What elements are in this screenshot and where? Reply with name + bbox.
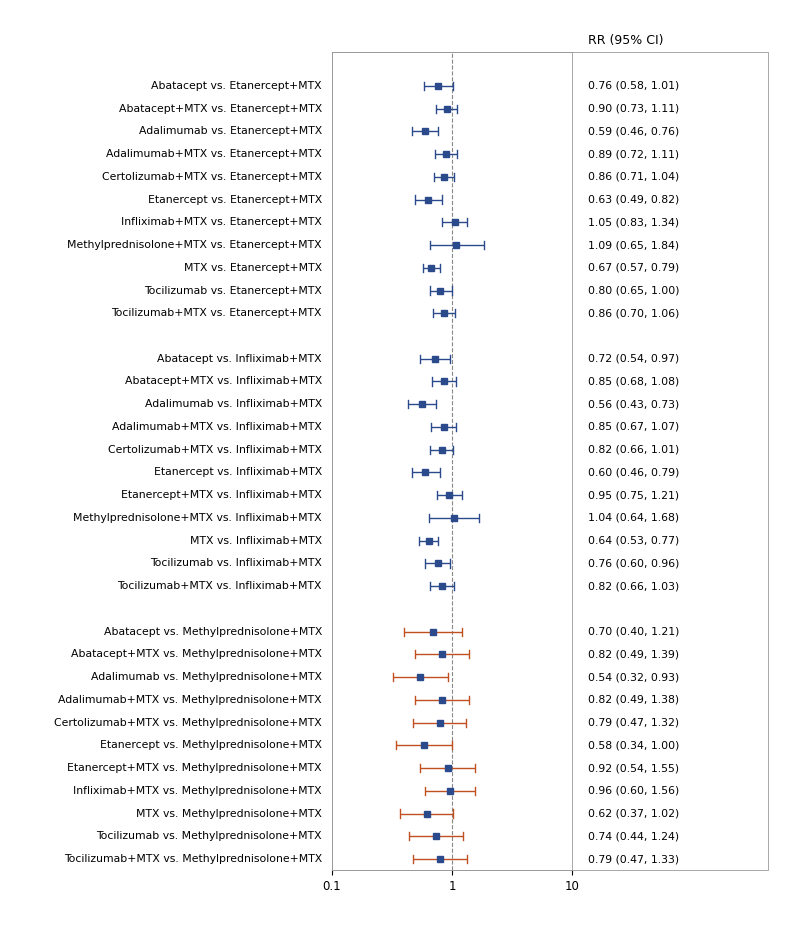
Text: 0.60 (0.46, 0.79): 0.60 (0.46, 0.79) bbox=[588, 468, 679, 477]
Text: 0.96 (0.60, 1.56): 0.96 (0.60, 1.56) bbox=[588, 786, 679, 796]
Text: 0.92 (0.54, 1.55): 0.92 (0.54, 1.55) bbox=[588, 763, 679, 774]
Text: 0.76 (0.60, 0.96): 0.76 (0.60, 0.96) bbox=[588, 558, 679, 568]
Text: 1.04 (0.64, 1.68): 1.04 (0.64, 1.68) bbox=[588, 513, 679, 523]
Text: 0.86 (0.70, 1.06): 0.86 (0.70, 1.06) bbox=[588, 309, 679, 318]
Text: 0.85 (0.68, 1.08): 0.85 (0.68, 1.08) bbox=[588, 376, 679, 387]
Text: Certolizumab+MTX vs. Methylprednisolone+MTX: Certolizumab+MTX vs. Methylprednisolone+… bbox=[54, 718, 322, 727]
Text: Etanercept+MTX vs. Methylprednisolone+MTX: Etanercept+MTX vs. Methylprednisolone+MT… bbox=[67, 763, 322, 774]
Text: 0.89 (0.72, 1.11): 0.89 (0.72, 1.11) bbox=[588, 149, 679, 159]
Text: Methylprednisolone+MTX vs. Etanercept+MTX: Methylprednisolone+MTX vs. Etanercept+MT… bbox=[67, 240, 322, 250]
Text: 0.58 (0.34, 1.00): 0.58 (0.34, 1.00) bbox=[588, 741, 679, 750]
Text: 0.80 (0.65, 1.00): 0.80 (0.65, 1.00) bbox=[588, 285, 679, 295]
Text: 1.09 (0.65, 1.84): 1.09 (0.65, 1.84) bbox=[588, 240, 679, 250]
Text: Infliximab+MTX vs. Etanercept+MTX: Infliximab+MTX vs. Etanercept+MTX bbox=[121, 217, 322, 228]
Text: Adalimumab vs. Infliximab+MTX: Adalimumab vs. Infliximab+MTX bbox=[145, 399, 322, 409]
Text: Tocilizumab+MTX vs. Infliximab+MTX: Tocilizumab+MTX vs. Infliximab+MTX bbox=[118, 582, 322, 591]
Text: Abatacept vs. Etanercept+MTX: Abatacept vs. Etanercept+MTX bbox=[151, 81, 322, 91]
Text: 0.79 (0.47, 1.33): 0.79 (0.47, 1.33) bbox=[588, 854, 679, 864]
Text: Certolizumab+MTX vs. Infliximab+MTX: Certolizumab+MTX vs. Infliximab+MTX bbox=[108, 445, 322, 455]
Text: RR (95% CI): RR (95% CI) bbox=[588, 34, 663, 47]
Text: MTX vs. Methylprednisolone+MTX: MTX vs. Methylprednisolone+MTX bbox=[136, 808, 322, 819]
Text: Adalimumab vs. Methylprednisolone+MTX: Adalimumab vs. Methylprednisolone+MTX bbox=[91, 672, 322, 682]
Text: Tocilizumab vs. Methylprednisolone+MTX: Tocilizumab vs. Methylprednisolone+MTX bbox=[97, 831, 322, 841]
Text: 0.86 (0.71, 1.04): 0.86 (0.71, 1.04) bbox=[588, 172, 679, 182]
Text: Etanercept vs. Infliximab+MTX: Etanercept vs. Infliximab+MTX bbox=[154, 468, 322, 477]
Text: 0.82 (0.66, 1.01): 0.82 (0.66, 1.01) bbox=[588, 445, 679, 455]
Text: Etanercept vs. Etanercept+MTX: Etanercept vs. Etanercept+MTX bbox=[148, 195, 322, 204]
Text: 0.56 (0.43, 0.73): 0.56 (0.43, 0.73) bbox=[588, 399, 679, 409]
Text: 0.70 (0.40, 1.21): 0.70 (0.40, 1.21) bbox=[588, 627, 679, 637]
Text: 0.72 (0.54, 0.97): 0.72 (0.54, 0.97) bbox=[588, 354, 679, 364]
Text: 0.67 (0.57, 0.79): 0.67 (0.57, 0.79) bbox=[588, 263, 679, 273]
Text: 0.82 (0.49, 1.39): 0.82 (0.49, 1.39) bbox=[588, 649, 679, 660]
Text: MTX vs. Infliximab+MTX: MTX vs. Infliximab+MTX bbox=[190, 535, 322, 546]
Text: 0.64 (0.53, 0.77): 0.64 (0.53, 0.77) bbox=[588, 535, 679, 546]
Text: Abatacept vs. Methylprednisolone+MTX: Abatacept vs. Methylprednisolone+MTX bbox=[104, 627, 322, 637]
Text: 0.54 (0.32, 0.93): 0.54 (0.32, 0.93) bbox=[588, 672, 679, 682]
Text: 0.63 (0.49, 0.82): 0.63 (0.49, 0.82) bbox=[588, 195, 679, 204]
Text: MTX vs. Etanercept+MTX: MTX vs. Etanercept+MTX bbox=[184, 263, 322, 273]
Text: 0.76 (0.58, 1.01): 0.76 (0.58, 1.01) bbox=[588, 81, 679, 91]
Text: Tocilizumab vs. Infliximab+MTX: Tocilizumab vs. Infliximab+MTX bbox=[150, 558, 322, 568]
Text: Etanercept vs. Methylprednisolone+MTX: Etanercept vs. Methylprednisolone+MTX bbox=[100, 741, 322, 750]
Text: Abatacept+MTX vs. Etanercept+MTX: Abatacept+MTX vs. Etanercept+MTX bbox=[118, 104, 322, 114]
Text: 0.74 (0.44, 1.24): 0.74 (0.44, 1.24) bbox=[588, 831, 679, 841]
Text: 0.95 (0.75, 1.21): 0.95 (0.75, 1.21) bbox=[588, 490, 679, 501]
Text: Methylprednisolone+MTX vs. Infliximab+MTX: Methylprednisolone+MTX vs. Infliximab+MT… bbox=[74, 513, 322, 523]
Text: Adalimumab+MTX vs. Etanercept+MTX: Adalimumab+MTX vs. Etanercept+MTX bbox=[106, 149, 322, 159]
Text: 0.59 (0.46, 0.76): 0.59 (0.46, 0.76) bbox=[588, 126, 679, 136]
Text: Abatacept vs. Infliximab+MTX: Abatacept vs. Infliximab+MTX bbox=[158, 354, 322, 364]
Text: Tocilizumab+MTX vs. Methylprednisolone+MTX: Tocilizumab+MTX vs. Methylprednisolone+M… bbox=[64, 854, 322, 864]
Text: 0.82 (0.49, 1.38): 0.82 (0.49, 1.38) bbox=[588, 694, 679, 705]
Text: Infliximab+MTX vs. Methylprednisolone+MTX: Infliximab+MTX vs. Methylprednisolone+MT… bbox=[74, 786, 322, 796]
Text: Tocilizumab vs. Etanercept+MTX: Tocilizumab vs. Etanercept+MTX bbox=[144, 285, 322, 295]
Text: 0.90 (0.73, 1.11): 0.90 (0.73, 1.11) bbox=[588, 104, 679, 114]
Text: 0.79 (0.47, 1.32): 0.79 (0.47, 1.32) bbox=[588, 718, 679, 727]
Text: Adalimumab+MTX vs. Methylprednisolone+MTX: Adalimumab+MTX vs. Methylprednisolone+MT… bbox=[58, 694, 322, 705]
Text: Etanercept+MTX vs. Infliximab+MTX: Etanercept+MTX vs. Infliximab+MTX bbox=[121, 490, 322, 501]
Text: Adalimumab vs. Etanercept+MTX: Adalimumab vs. Etanercept+MTX bbox=[138, 126, 322, 136]
Text: Abatacept+MTX vs. Infliximab+MTX: Abatacept+MTX vs. Infliximab+MTX bbox=[125, 376, 322, 387]
Text: 0.62 (0.37, 1.02): 0.62 (0.37, 1.02) bbox=[588, 808, 679, 819]
Text: Adalimumab+MTX vs. Infliximab+MTX: Adalimumab+MTX vs. Infliximab+MTX bbox=[112, 422, 322, 432]
Text: 0.85 (0.67, 1.07): 0.85 (0.67, 1.07) bbox=[588, 422, 679, 432]
Text: Abatacept+MTX vs. Methylprednisolone+MTX: Abatacept+MTX vs. Methylprednisolone+MTX bbox=[71, 649, 322, 660]
Text: 0.82 (0.66, 1.03): 0.82 (0.66, 1.03) bbox=[588, 582, 679, 591]
Text: Certolizumab+MTX vs. Etanercept+MTX: Certolizumab+MTX vs. Etanercept+MTX bbox=[102, 172, 322, 182]
Text: Tocilizumab+MTX vs. Etanercept+MTX: Tocilizumab+MTX vs. Etanercept+MTX bbox=[111, 309, 322, 318]
Text: 1.05 (0.83, 1.34): 1.05 (0.83, 1.34) bbox=[588, 217, 679, 228]
